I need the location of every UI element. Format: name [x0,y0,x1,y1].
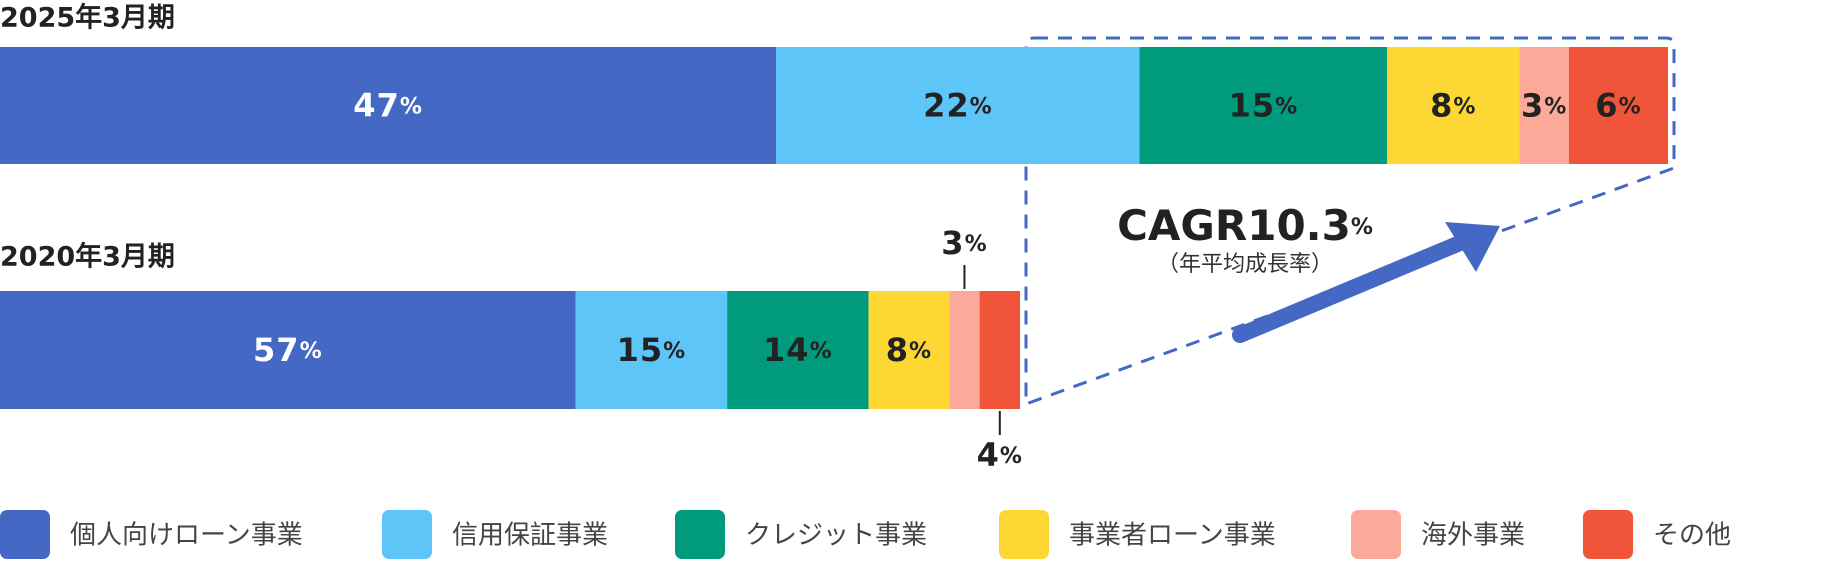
value-label: 47% [353,87,423,125]
legend-swatch [1583,510,1633,559]
legend-swatch [999,510,1049,559]
value-label: 57% [253,331,323,369]
bar-segment [1568,47,1668,164]
value-label: 15% [1229,87,1299,125]
highlight-frame [1024,36,1676,407]
bar-segment [979,291,1020,409]
bar-segment [1139,47,1388,164]
value-label: 22% [923,87,993,125]
bar-segment [0,47,777,164]
value-label: 8% [886,331,932,369]
value-label: 14% [763,331,833,369]
legend-swatch [0,510,50,559]
legend-label: その他 [1653,521,1731,551]
cagr-note: （年平均成長率） [1157,252,1333,277]
legend-swatch [675,510,725,559]
value-label: 15% [617,331,687,369]
bar-segment [1387,47,1520,164]
bar-segment [868,291,950,409]
growth-arrow-shaft [1232,235,1468,343]
category-label: 2020年3月期 [0,241,175,273]
bar-segment [949,291,980,409]
category-label: 2025年3月期 [0,2,175,34]
bar-segment [776,47,1140,164]
value-label: 4% [977,436,1023,474]
value-label: 3% [1521,87,1567,125]
legend-label: 海外事業 [1421,521,1525,551]
legend-swatch [1351,510,1401,559]
legend-swatch [382,510,432,559]
bar-segment [727,291,869,409]
legend-label: クレジット事業 [745,521,927,551]
bar-segment [1519,47,1569,164]
legend-label: 事業者ローン事業 [1069,521,1276,551]
value-label: 3% [941,224,987,262]
legend-label: 信用保証事業 [452,521,608,551]
bar-segment [0,291,576,409]
growth-arrow-head [1445,222,1500,272]
bar-segment [575,291,728,409]
value-label: 8% [1430,87,1476,125]
value-label: 6% [1595,87,1641,125]
legend-label: 個人向けローン事業 [70,521,303,551]
cagr-annotation: CAGR10.3% [1117,201,1373,250]
